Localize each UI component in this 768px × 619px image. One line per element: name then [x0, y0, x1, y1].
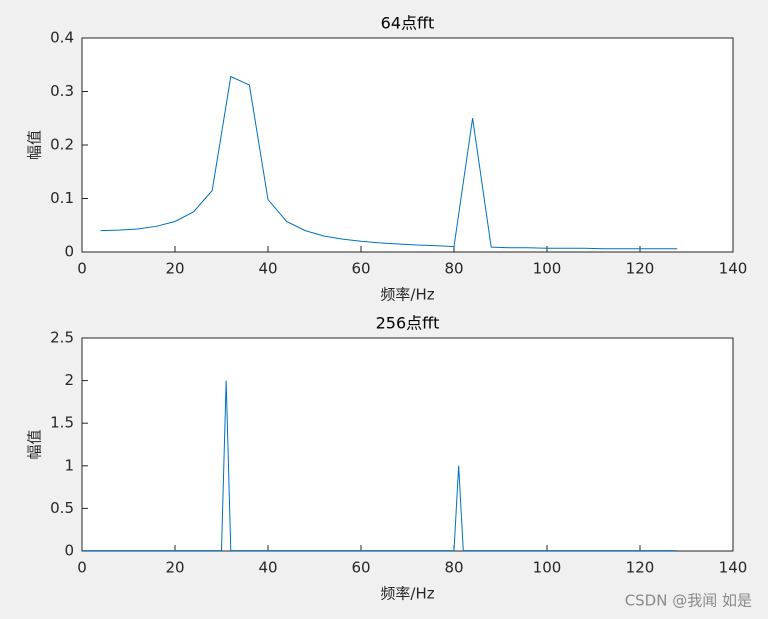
y-axis-label: 幅值	[26, 130, 44, 160]
chart-title: 256点fft	[376, 314, 440, 333]
y-tick-label: 0	[64, 542, 74, 560]
y-tick-label: 0	[64, 243, 74, 261]
x-tick-label: 140	[719, 559, 748, 577]
x-tick-label: 40	[258, 559, 277, 577]
x-tick-label: 40	[258, 260, 277, 278]
x-tick-label: 140	[719, 260, 748, 278]
x-tick-label: 80	[444, 260, 463, 278]
x-tick-label: 100	[533, 559, 562, 577]
x-tick-label: 0	[77, 559, 87, 577]
data-line	[82, 380, 678, 552]
watermark: CSDN @我闻 如是	[625, 592, 752, 610]
x-tick-label: 60	[351, 559, 370, 577]
x-tick-label: 20	[165, 260, 184, 278]
x-tick-label: 0	[77, 260, 87, 278]
y-tick-label: 2.5	[50, 329, 74, 347]
x-tick-label: 80	[444, 559, 463, 577]
plot-area	[81, 337, 734, 552]
x-tick-label: 100	[533, 260, 562, 278]
y-tick-label: 0.1	[50, 189, 74, 207]
y-tick-label: 1	[64, 456, 74, 474]
y-tick-label: 2	[64, 371, 74, 389]
y-tick-label: 0.4	[50, 29, 74, 47]
y-axis-label: 幅值	[26, 429, 44, 459]
x-tick-label: 120	[626, 260, 655, 278]
plot-area	[81, 37, 734, 253]
data-line	[100, 75, 678, 250]
x-axis-label: 频率/Hz	[380, 585, 434, 603]
y-tick-label: 0.5	[50, 499, 74, 517]
chart-title: 64点fft	[381, 14, 435, 33]
y-tick-label: 0.3	[50, 82, 74, 100]
x-axis-label: 频率/Hz	[380, 286, 434, 304]
y-tick-label: 0.2	[50, 136, 74, 154]
x-tick-label: 60	[351, 260, 370, 278]
x-tick-label: 20	[165, 559, 184, 577]
x-tick-label: 120	[626, 559, 655, 577]
y-tick-label: 1.5	[50, 414, 74, 432]
